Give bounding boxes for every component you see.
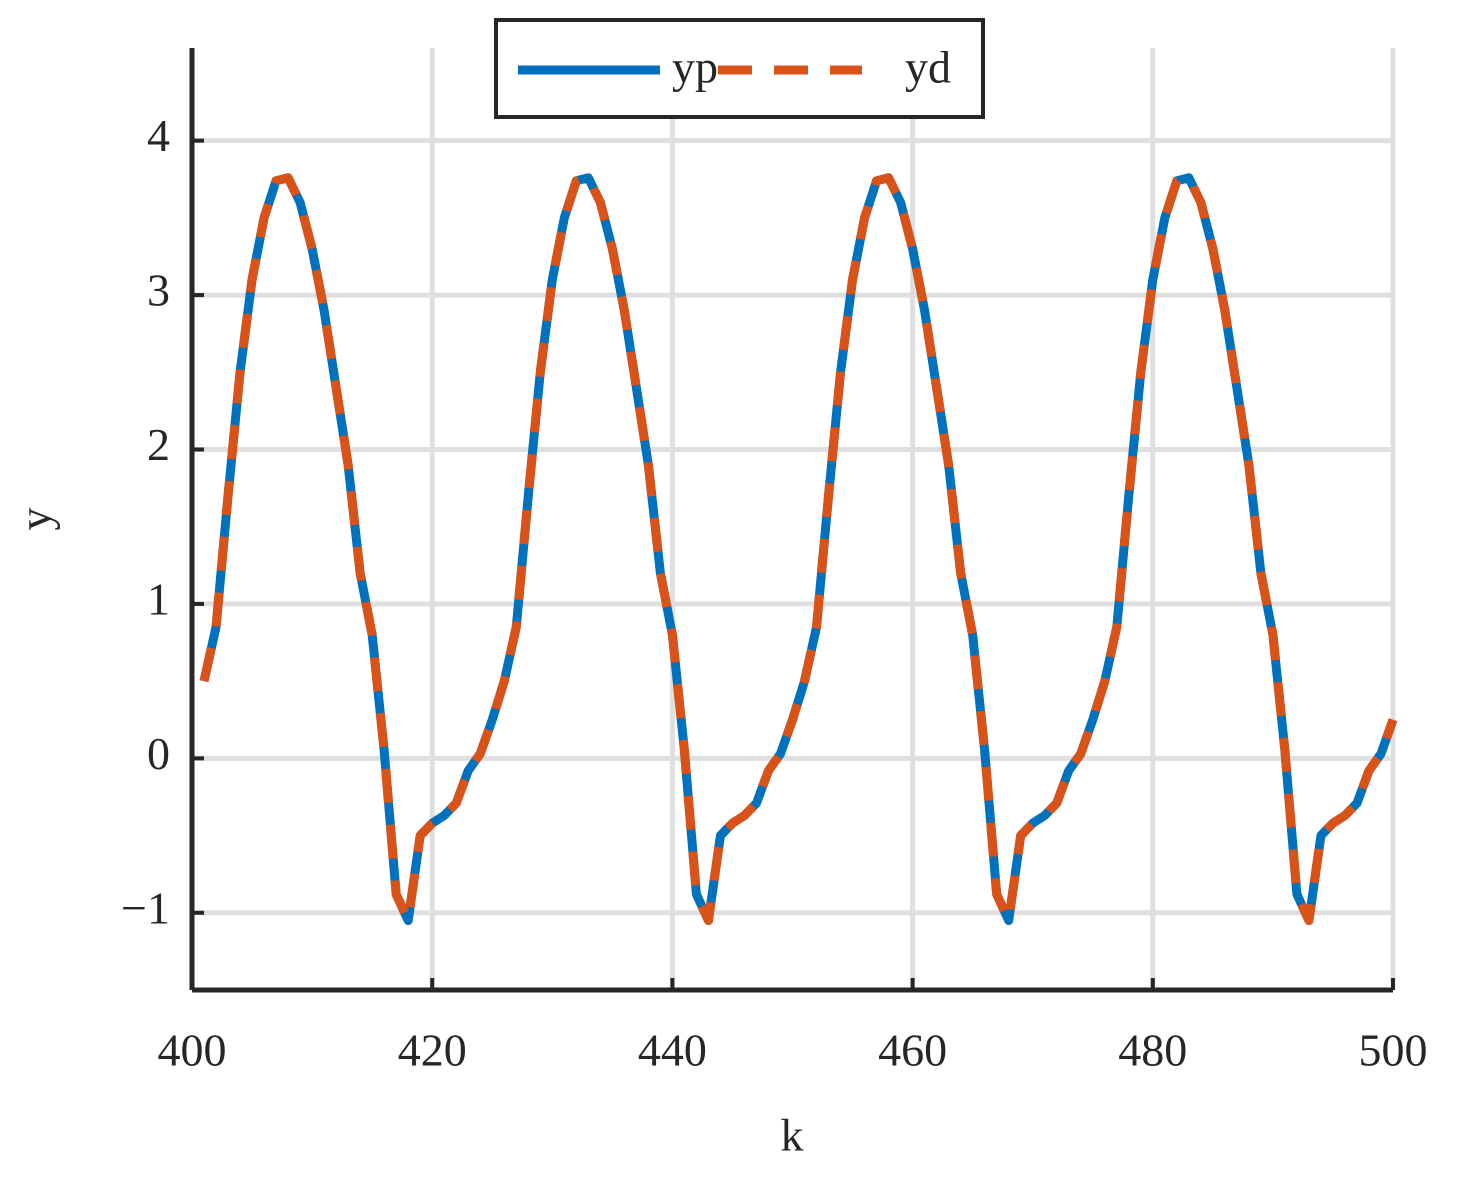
x-tick-label: 440 bbox=[638, 1025, 707, 1076]
y-axis-label: y bbox=[10, 508, 61, 531]
grid bbox=[189, 48, 1396, 990]
x-tick-label: 480 bbox=[1118, 1025, 1187, 1076]
y-tick-label: 1 bbox=[147, 573, 170, 624]
legend-label: yp bbox=[672, 42, 718, 93]
plot-lines bbox=[199, 173, 1398, 926]
legend-label: yd bbox=[905, 42, 951, 93]
line-series bbox=[199, 173, 1398, 926]
legend: yp yd bbox=[494, 18, 985, 119]
y-tick-label: 0 bbox=[147, 728, 170, 779]
axes: 400 420 440 460 480 500 −1 0 1 2 3 4 bbox=[121, 48, 1428, 1076]
x-axis-label: k bbox=[781, 1110, 804, 1161]
y-tick-label: 4 bbox=[147, 110, 170, 161]
x-tick-label: 500 bbox=[1359, 1025, 1428, 1076]
y-tick-label: 3 bbox=[147, 265, 170, 316]
line-series bbox=[199, 173, 1398, 926]
y-tick-label: 2 bbox=[147, 419, 170, 470]
x-tick-label: 400 bbox=[158, 1025, 227, 1076]
x-tick-label: 420 bbox=[398, 1025, 467, 1076]
x-tick-label: 460 bbox=[878, 1025, 947, 1076]
y-tick-label: −1 bbox=[121, 882, 170, 933]
